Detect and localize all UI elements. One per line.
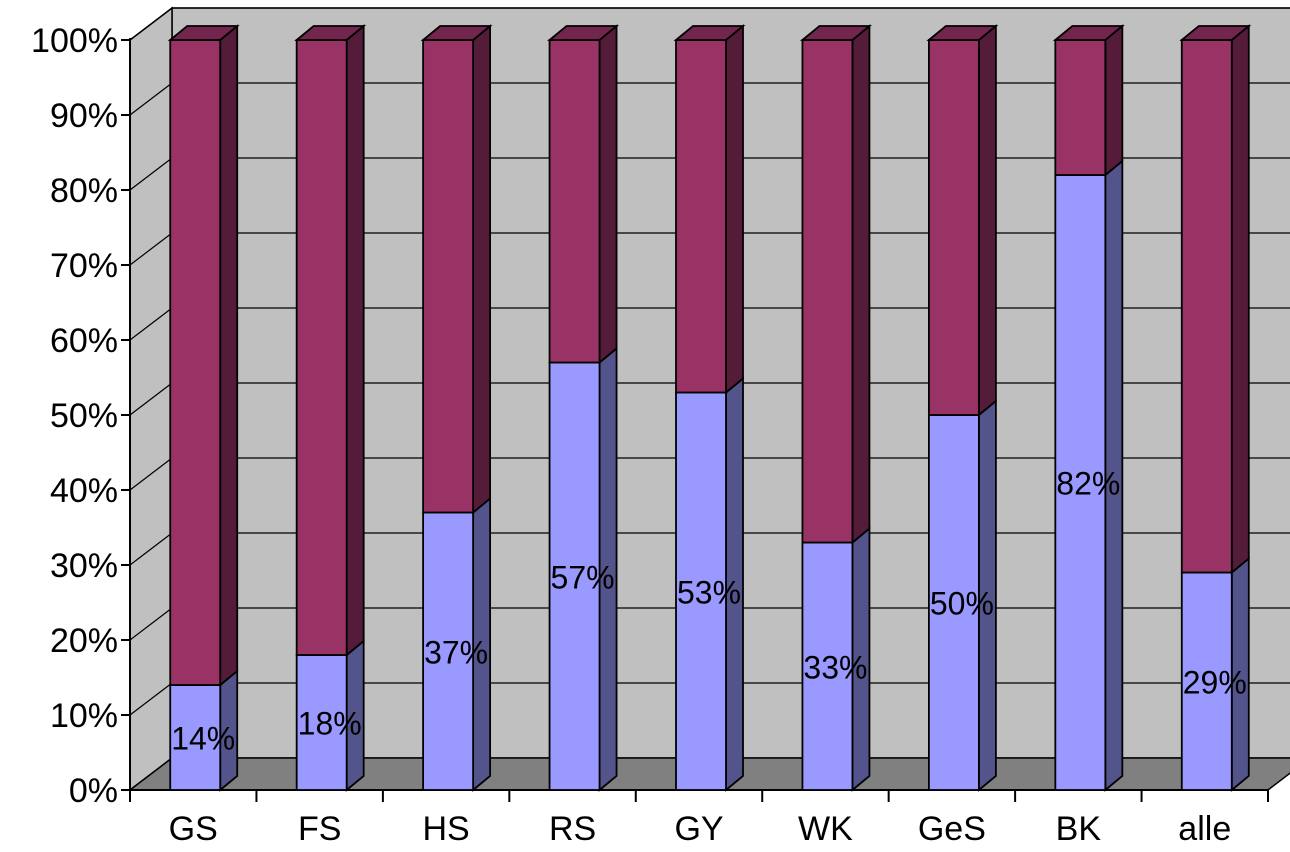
bar-segment-WK-series-0 — [801, 541, 854, 791]
bar-segment-alle-series-1 — [1180, 39, 1233, 574]
bar-segment-FS-series-1 — [295, 39, 348, 656]
data-label-GY: 53% — [677, 574, 741, 610]
bar-segment-GY-series-0 — [675, 391, 727, 791]
gridline — [129, 7, 1290, 41]
y-tick-label: 10% — [50, 697, 118, 735]
bar-segment-GS-series-1 — [169, 39, 222, 686]
bar-side-GS-series-1 — [219, 24, 239, 687]
y-tick-label: 80% — [50, 172, 118, 210]
bar-side-FS-series-1 — [345, 24, 365, 657]
data-label-HS: 37% — [424, 634, 488, 670]
bar-segment-alle-series-0 — [1180, 571, 1233, 791]
bar-top-alle — [1179, 25, 1252, 41]
bar-FS — [294, 24, 367, 792]
data-label-BK: 82% — [1056, 466, 1120, 502]
x-tick-label-FS: FS — [298, 810, 341, 848]
bar-RS — [547, 24, 620, 792]
y-tick-label: 40% — [50, 472, 118, 510]
bar-side-BK-series-1 — [1104, 24, 1124, 177]
y-axis-tick-labels: 0% 10% 20% 30% 40% 50% 60% 70% 80% 90% 100% — [31, 22, 118, 810]
bars — [167, 24, 1252, 792]
bar-side-alle-series-1 — [1230, 24, 1250, 575]
x-tick-label-RS: RS — [549, 810, 596, 848]
x-tick-label-HS: HS — [422, 810, 469, 848]
y-tick-label: 70% — [50, 247, 118, 285]
bar-side-GY-series-1 — [725, 24, 744, 395]
bar-top-GS — [167, 25, 240, 41]
bar-segment-GeS-series-1 — [927, 39, 980, 416]
bar-BK — [1052, 24, 1125, 792]
bar-WK — [799, 24, 872, 792]
bar-segment-GY-series-1 — [675, 39, 727, 394]
y-tick-label: 0% — [69, 772, 118, 810]
bar-segment-RS-series-0 — [548, 361, 601, 791]
data-label-alle: 29% — [1183, 664, 1247, 700]
data-label-GS: 14% — [171, 721, 235, 757]
bar-alle — [1179, 24, 1252, 792]
x-tick-label-GeS: GeS — [918, 810, 986, 848]
bar-side-WK-series-1 — [851, 24, 871, 545]
bar-top-GeS — [926, 25, 999, 41]
bar-segment-HS-series-1 — [422, 39, 475, 514]
bar-segment-BK-series-1 — [1054, 39, 1107, 176]
bar-side-GeS-series-1 — [977, 24, 997, 417]
bar-top-WK — [799, 25, 872, 41]
x-tick-label-WK: WK — [798, 810, 853, 848]
bar-side-HS-series-1 — [472, 24, 492, 515]
bar-top-HS — [420, 25, 493, 41]
bar-GS — [167, 24, 240, 792]
bar-top-FS — [294, 25, 367, 41]
bar-segment-FS-series-0 — [295, 654, 348, 791]
data-label-RS: 57% — [551, 559, 615, 595]
bar-segment-BK-series-0 — [1054, 174, 1107, 791]
y-tick-label: 50% — [50, 397, 118, 435]
x-tick-label-alle: alle — [1178, 810, 1231, 848]
bar-segment-HS-series-0 — [422, 511, 475, 791]
y-tick-label: 20% — [50, 622, 118, 660]
bar-top-GY — [673, 25, 746, 41]
y-tick-label: 90% — [50, 97, 118, 135]
bar-top-BK — [1052, 25, 1125, 41]
data-label-GeS: 50% — [930, 586, 994, 622]
bar-GY — [673, 24, 746, 792]
x-axis-tick-labels: GS FS HS RS GY WK GeS BK alle — [169, 810, 1232, 848]
bar-side-RS-series-1 — [598, 24, 618, 365]
y-tick-label: 30% — [50, 547, 118, 585]
bar-top-RS — [547, 25, 620, 41]
y-tick-label: 60% — [50, 322, 118, 360]
data-label-WK: 33% — [803, 649, 867, 685]
bar-segment-GeS-series-0 — [927, 414, 980, 791]
bar-GeS — [926, 24, 999, 792]
data-labels: 14% 18% 37% 57% 53% 33% 50% 82% 29% — [171, 466, 1247, 757]
bar-segment-WK-series-1 — [801, 39, 854, 544]
y-tick-label: 100% — [31, 22, 118, 60]
bar-segment-RS-series-1 — [548, 39, 601, 364]
x-tick-label-GY: GY — [674, 810, 723, 848]
data-label-FS: 18% — [298, 706, 362, 742]
x-tick-label-GS: GS — [169, 810, 218, 848]
x-tick-label-BK: BK — [1056, 810, 1102, 848]
bar-HS — [420, 24, 493, 792]
